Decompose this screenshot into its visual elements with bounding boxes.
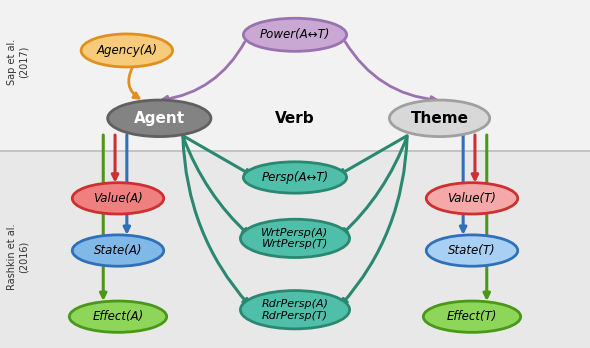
- Text: WrtPersp(A)
WrtPersp(T): WrtPersp(A) WrtPersp(T): [261, 228, 329, 249]
- Ellipse shape: [241, 219, 349, 258]
- Text: Effect(T): Effect(T): [447, 310, 497, 323]
- Ellipse shape: [243, 162, 347, 193]
- Text: Verb: Verb: [275, 111, 315, 126]
- Ellipse shape: [426, 235, 518, 266]
- Ellipse shape: [241, 291, 349, 329]
- Bar: [0, 0, 590, 151]
- Text: Persp(A↔T): Persp(A↔T): [261, 171, 329, 184]
- Ellipse shape: [389, 100, 490, 137]
- Text: Value(A): Value(A): [93, 192, 143, 205]
- Ellipse shape: [243, 18, 347, 52]
- Text: Value(T): Value(T): [448, 192, 496, 205]
- Ellipse shape: [423, 301, 520, 332]
- Bar: [0, 151, 590, 348]
- Ellipse shape: [426, 183, 518, 214]
- Ellipse shape: [73, 235, 163, 266]
- Text: State(A): State(A): [94, 244, 142, 257]
- Text: Rashkin et al.
(2016): Rashkin et al. (2016): [7, 223, 28, 290]
- Ellipse shape: [69, 301, 167, 332]
- Text: Sap et al.
(2017): Sap et al. (2017): [7, 39, 28, 85]
- Text: Agent: Agent: [134, 111, 185, 126]
- Ellipse shape: [81, 34, 172, 67]
- Ellipse shape: [108, 100, 211, 137]
- Text: Effect(A): Effect(A): [93, 310, 143, 323]
- Text: State(T): State(T): [448, 244, 496, 257]
- Text: RdrPersp(A)
RdrPersp(T): RdrPersp(A) RdrPersp(T): [261, 299, 329, 321]
- Text: Agency(A): Agency(A): [96, 44, 158, 57]
- Ellipse shape: [73, 183, 163, 214]
- Text: Theme: Theme: [411, 111, 468, 126]
- Text: Power(A↔T): Power(A↔T): [260, 28, 330, 41]
